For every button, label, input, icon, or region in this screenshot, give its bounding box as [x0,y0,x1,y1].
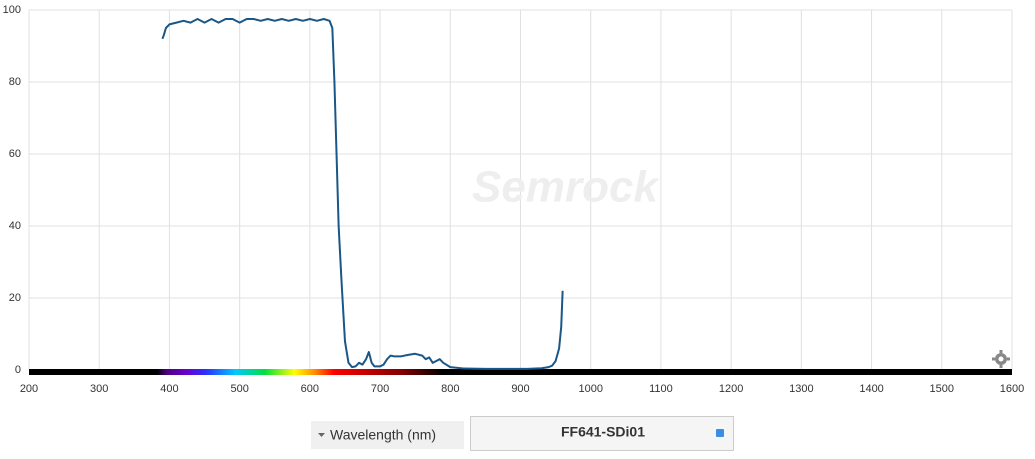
x-axis-label[interactable]: Wavelength (nm) [330,427,436,443]
legend[interactable]: FF641-SDi01 [470,416,734,451]
x-tick-label: 1600 [1000,383,1024,395]
x-dropdown[interactable]: Wavelength (nm) [311,421,464,449]
legend-icon[interactable] [716,429,724,437]
x-tick-label: 800 [441,383,459,395]
x-tick-label: 500 [230,383,248,395]
dropdown-bg[interactable] [311,421,464,449]
x-tick-label: 200 [20,383,38,395]
x-tick-label: 300 [90,383,108,395]
x-tick-label: 1300 [789,383,813,395]
spectrum-bar [29,369,1012,375]
x-tick-label: 900 [511,383,529,395]
x-tick-label: 1100 [649,383,673,395]
x-tick-label: 400 [160,383,178,395]
x-tick-label: 600 [301,383,319,395]
y-tick-label: 100 [3,4,21,16]
plot [161,18,564,370]
y-tick-label: 80 [9,76,21,88]
dropdown-arrow[interactable] [318,433,325,437]
x-tick-label: 700 [371,383,389,395]
grid: 0 20 40 60 80 100 200 300 400 500 600 700 800 900 1000… [3,4,1025,395]
y-tick-label: 60 [9,148,21,160]
y-tick-label: 40 [9,220,21,232]
x-tick-label: 1500 [930,383,954,395]
x-tick-label: 1400 [859,383,883,395]
x-tick-label: 1000 [578,383,602,395]
watermark: Semrock [472,163,660,212]
legend-entry[interactable]: FF641-SDi01 [561,424,645,440]
x-tick-label: 1200 [719,383,743,395]
gear-hole[interactable] [998,356,1004,362]
settings-icon[interactable] [992,350,1010,368]
data-line [161,18,564,370]
y-tick-label: 20 [9,292,21,304]
y-tick-label: 0 [15,364,21,376]
legend-box[interactable] [470,416,734,451]
